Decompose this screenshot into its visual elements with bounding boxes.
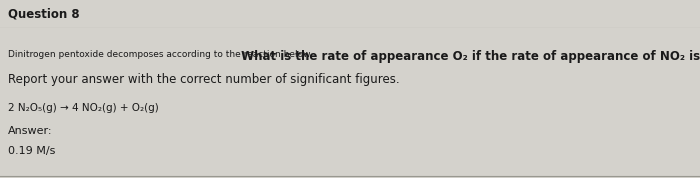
Text: Question 8: Question 8 <box>8 7 80 20</box>
Text: 2 N₂O₅(g) → 4 NO₂(g) + O₂(g): 2 N₂O₅(g) → 4 NO₂(g) + O₂(g) <box>8 103 159 113</box>
Text: Answer:: Answer: <box>8 126 52 136</box>
Text: Report your answer with the correct number of significant figures.: Report your answer with the correct numb… <box>8 73 400 86</box>
Text: What is the rate of appearance O₂ if the rate of appearance of NO₂ is 0.749 M/s?: What is the rate of appearance O₂ if the… <box>237 50 700 63</box>
Text: Dinitrogen pentoxide decomposes according to the reaction below.: Dinitrogen pentoxide decomposes accordin… <box>8 50 312 59</box>
Text: 0.19 M/s: 0.19 M/s <box>8 146 55 156</box>
